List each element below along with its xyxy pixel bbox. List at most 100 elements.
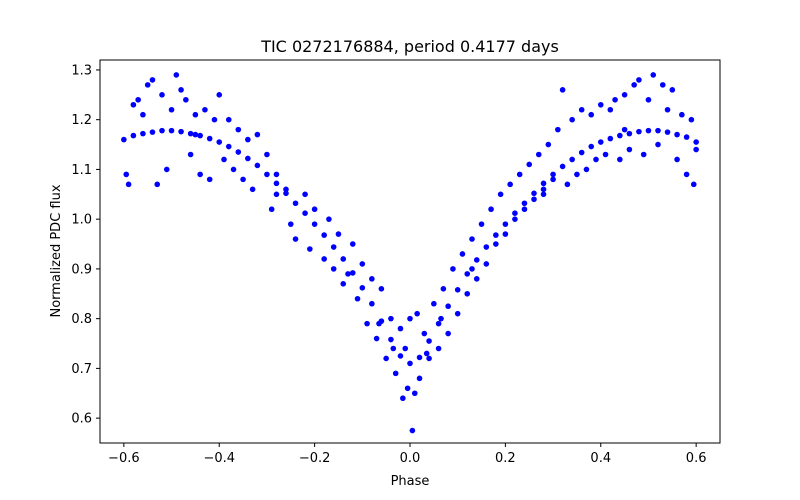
data-point [683,171,690,178]
data-point [383,355,389,362]
data-point [478,221,485,227]
data-point [578,149,585,156]
data-point [440,286,447,292]
data-point [674,156,680,163]
data-point [397,353,404,359]
data-point [221,156,227,163]
data-point [245,155,251,162]
data-point [669,87,676,93]
data-point [655,127,661,134]
data-point [187,151,194,158]
data-point [507,181,513,188]
data-point [292,236,299,242]
y-tick-label: 0.8 [71,312,92,327]
data-point [245,136,251,143]
data-point [521,206,528,213]
data-point [497,191,504,198]
data-point [354,295,361,302]
data-point [340,281,347,287]
data-point [206,135,213,142]
data-point [392,370,399,377]
plot-frame [99,59,721,444]
data-point [140,130,146,137]
y-tick-label: 0.9 [71,262,92,277]
data-point [664,106,671,113]
data-point [588,143,595,150]
data-point [607,106,614,113]
x-tick-label: −0.6 [108,451,140,466]
y-tick-label: 0.6 [71,412,92,427]
data-point [273,180,280,187]
data-point [264,171,270,178]
data-point [225,143,232,150]
data-point [369,300,375,307]
data-point [435,345,442,352]
data-point [173,72,180,78]
data-point [407,315,413,322]
data-point [559,163,566,170]
data-point [454,310,461,317]
x-tick-label: 0.2 [495,451,516,466]
data-point [388,315,394,322]
data-point [340,256,347,262]
data-point [283,186,289,193]
y-tick-label: 0.7 [71,362,92,377]
data-point [311,206,318,213]
data-point [345,271,351,277]
data-point [149,129,156,135]
x-axis-ticks: −0.6 −0.4 −0.2 0.0 0.2 0.4 0.6 [108,443,706,466]
data-point [435,320,442,327]
data-point [359,285,366,291]
data-point [607,135,614,142]
data-point [409,427,416,434]
data-point [159,92,165,98]
data-point [516,171,523,178]
data-point [423,350,430,357]
data-point [159,127,165,134]
data-point [414,310,420,317]
data-point [521,200,528,207]
data-point [197,171,203,178]
data-point [621,92,628,98]
data-point [130,132,137,139]
data-point [268,206,275,213]
data-point [216,139,223,145]
data-point [183,96,189,103]
data-point [230,166,237,173]
data-point [373,335,380,342]
data-point [473,257,480,263]
data-point [621,126,628,133]
data-point [302,210,308,216]
data-point [626,130,633,137]
data-point [602,151,609,158]
data-point [438,315,444,322]
data-point [225,116,232,123]
data-point [564,181,571,188]
data-point [431,300,437,307]
data-point [493,232,499,238]
data-point [574,171,580,178]
data-point [583,166,590,173]
x-tick-label: −0.2 [299,451,331,466]
data-point [550,171,556,178]
y-axis-label: Normalized PDC flux [49,184,64,317]
data-point [163,166,170,173]
data-point [645,127,652,134]
data-point [674,131,680,138]
x-axis-label: Phase [391,474,430,489]
chart-title: TIC 0272176884, period 0.4177 days [260,37,559,56]
data-point [445,303,451,310]
data-point [426,338,432,344]
data-point [469,266,475,272]
data-point [321,232,327,238]
data-point [483,244,490,250]
data-point [597,139,604,145]
data-point [617,156,623,163]
data-point [617,132,623,139]
data-point [411,390,418,397]
data-point [693,139,699,145]
data-point [135,96,141,103]
data-point [349,270,356,276]
data-point [364,320,370,327]
